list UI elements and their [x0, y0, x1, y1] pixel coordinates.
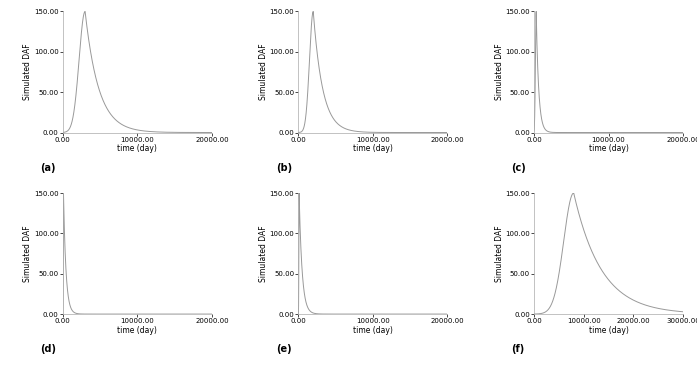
Text: (e): (e): [276, 344, 291, 354]
Y-axis label: Simulated DAF: Simulated DAF: [24, 225, 33, 282]
X-axis label: time (day): time (day): [353, 326, 393, 335]
Y-axis label: Simulated DAF: Simulated DAF: [259, 44, 268, 100]
X-axis label: time (day): time (day): [117, 326, 158, 335]
Y-axis label: Simulated DAF: Simulated DAF: [259, 225, 268, 282]
Y-axis label: Simulated DAF: Simulated DAF: [24, 44, 33, 100]
X-axis label: time (day): time (day): [588, 144, 629, 153]
Y-axis label: Simulated DAF: Simulated DAF: [495, 44, 504, 100]
Text: (a): (a): [40, 163, 56, 173]
X-axis label: time (day): time (day): [588, 326, 629, 335]
Text: (d): (d): [40, 344, 56, 354]
Y-axis label: Simulated DAF: Simulated DAF: [495, 225, 504, 282]
X-axis label: time (day): time (day): [117, 144, 158, 153]
Text: (f): (f): [512, 344, 525, 354]
Text: (b): (b): [276, 163, 292, 173]
X-axis label: time (day): time (day): [353, 144, 393, 153]
Text: (c): (c): [512, 163, 526, 173]
